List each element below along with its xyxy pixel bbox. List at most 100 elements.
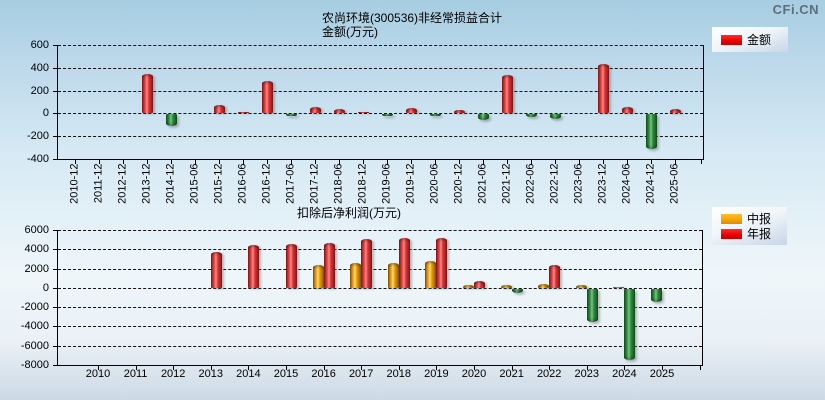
x-tick-2022-06: [531, 160, 532, 164]
x-tick-2013: [211, 366, 212, 370]
x-axis-line: [57, 159, 704, 160]
y-tick--6000: [53, 346, 57, 347]
y-tick-200: [53, 91, 57, 92]
x-tick-label: 2019-06: [380, 163, 393, 204]
x-tick-2022: [549, 366, 550, 370]
x-tick-label: 2022-12: [548, 163, 561, 204]
gridline--4000: [58, 326, 702, 327]
x-tick-label: 2025-06: [668, 163, 681, 204]
x-tick-2021-12: [507, 160, 508, 164]
x-tick-2011: [136, 366, 137, 370]
legend-row-annual: 年报: [721, 228, 787, 240]
x-tick-label: 2024: [612, 368, 637, 380]
x-tick-label: 2017: [348, 368, 374, 380]
y-tick-400: [53, 68, 57, 69]
bar-2018-12-金额: [357, 111, 369, 114]
y-tick-label: 2000: [24, 262, 49, 275]
x-tick-2010-12: [75, 160, 76, 164]
x-tick-2010: [98, 366, 99, 370]
bar-2022-中报: [538, 284, 550, 288]
x-tick-label: 2018-12: [356, 163, 369, 204]
x-tick-2021-06: [483, 160, 484, 164]
bar-2016-06-金额: [237, 111, 249, 114]
x-tick-label: 2012-12: [116, 163, 129, 204]
x-tick-2017: [361, 366, 362, 370]
bar-2021-12-金额: [501, 74, 513, 114]
bar-2016-年报: [323, 242, 335, 288]
x-tick-label: 2015-12: [212, 163, 225, 204]
y-tick-label: 6000: [24, 223, 49, 236]
x-tick-label: 2015: [273, 368, 299, 380]
x-tick-label: 2010-12: [68, 163, 81, 204]
x-tick-2014-12: [171, 160, 172, 164]
gridline-200: [58, 91, 703, 92]
x-tick-label: 2019-12: [404, 163, 417, 204]
gridline--6000: [58, 346, 702, 347]
gridline--200: [58, 136, 703, 137]
x-tick-2015: [286, 366, 287, 370]
legend-swatch-amount: [721, 34, 742, 45]
x-tick-label: 2011-12: [92, 163, 105, 203]
x-tick-label: 2013: [198, 368, 224, 380]
bar-2021-中报: [500, 284, 512, 288]
bar-2016-中报: [312, 264, 324, 288]
x-tick-label: 2024-06: [620, 163, 633, 204]
x-tick-label: 2016: [311, 368, 336, 380]
y-tick--400: [53, 159, 57, 160]
bar-2023-中报: [575, 284, 587, 288]
x-axis-line: [57, 365, 703, 366]
top-chart-subtitle: 金额(万元): [322, 25, 378, 39]
bar-2019-中报: [425, 260, 437, 288]
x-tick-label: 2014-12: [164, 163, 177, 204]
bar-2022-06-金额: [525, 114, 537, 118]
x-axis-end-tick: [701, 160, 702, 164]
x-tick-2020-06: [435, 160, 436, 164]
x-tick-2013-12: [147, 160, 148, 164]
bar-2018-年报: [398, 237, 410, 288]
bar-2014-12-金额: [165, 114, 177, 126]
legend-top: 金额: [712, 27, 788, 52]
x-tick-2024: [624, 366, 625, 370]
x-tick-2019: [436, 366, 437, 370]
x-tick-2023: [587, 366, 588, 370]
y-tick-label: -6000: [20, 339, 49, 352]
y-tick-label: -8000: [20, 358, 49, 371]
legend-swatch-interim-report: [721, 213, 742, 224]
x-tick-label: 2021: [499, 368, 524, 380]
x-tick-2016: [324, 366, 325, 370]
x-tick-2024-06: [627, 160, 628, 164]
bar-2018-06-金额: [333, 108, 345, 114]
y-tick-600: [53, 45, 57, 46]
bar-2016-12-金额: [261, 81, 273, 114]
x-tick-2018-12: [363, 160, 364, 164]
legend-row-interim: 中报: [721, 213, 787, 225]
x-tick-label: 2010: [85, 368, 111, 380]
x-tick-2019-06: [387, 160, 388, 164]
bar-2015-12-金额: [213, 105, 225, 114]
x-tick-2016-06: [243, 160, 244, 164]
top-chart-title: 农尚环境(300536)非经常损益合计: [322, 11, 503, 25]
bar-2013-年报: [210, 252, 222, 288]
bar-2020-12-金额: [453, 109, 465, 114]
x-tick-2012: [173, 366, 174, 370]
y-tick-2000: [53, 269, 57, 270]
y-tick-label: -4000: [20, 319, 49, 332]
gridline-6000: [58, 230, 702, 231]
x-tick-label: 2011: [123, 368, 148, 380]
y-tick-label: -400: [26, 152, 49, 165]
x-tick-label: 2021-06: [476, 163, 489, 204]
y-tick-label: 200: [30, 84, 49, 97]
y-tick--8000: [53, 365, 57, 366]
x-tick-2024-12: [651, 160, 652, 164]
bar-2024-中报: [613, 286, 625, 288]
x-tick-2017-12: [315, 160, 316, 164]
x-tick-label: 2023: [574, 368, 600, 380]
legend-label-interim-report: 中报: [747, 211, 772, 226]
bar-2021-年报: [511, 288, 523, 293]
x-tick-2023-06: [579, 160, 580, 164]
y-tick-label: 0: [42, 106, 49, 119]
bar-2020-中报: [463, 284, 474, 288]
gridline--2000: [58, 307, 702, 308]
gridline-2000: [58, 269, 702, 270]
bar-2024-06-金额: [621, 106, 633, 114]
